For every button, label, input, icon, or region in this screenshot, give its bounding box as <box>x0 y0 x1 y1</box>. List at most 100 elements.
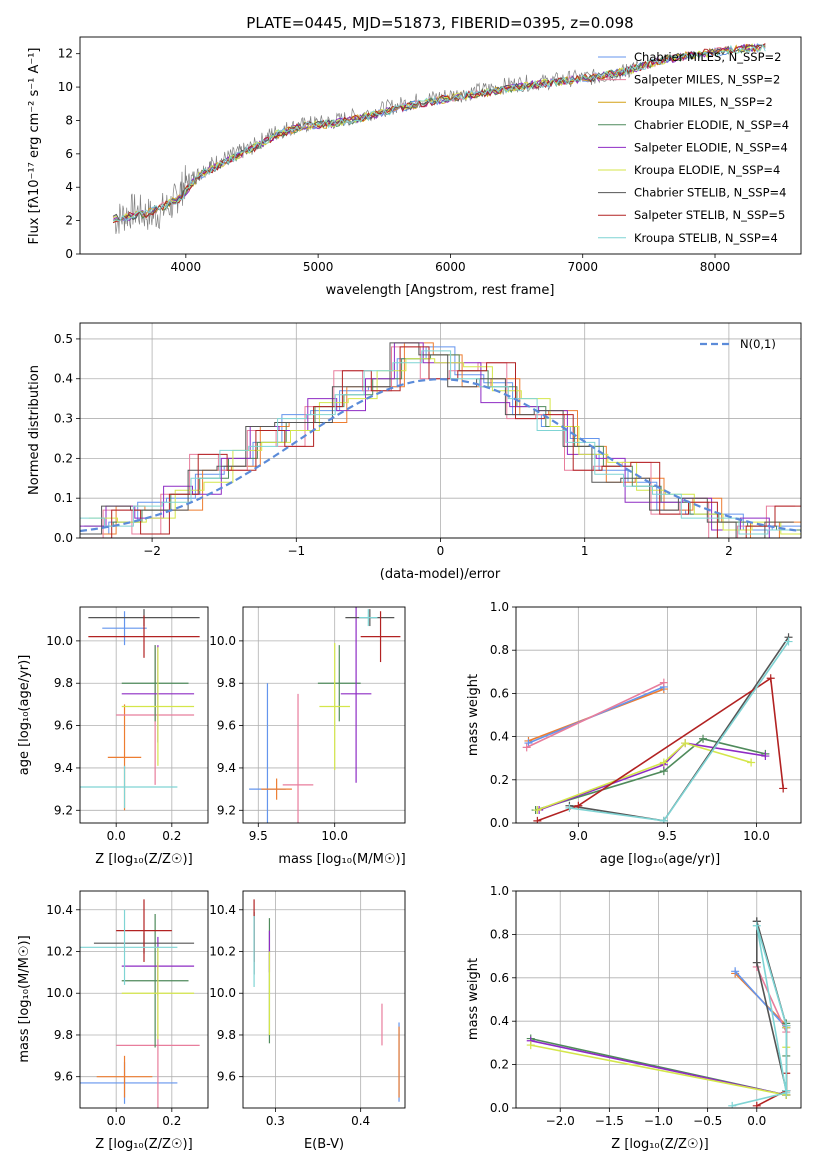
y-tick-label: 6 <box>65 147 73 161</box>
y-tick-label: 9.8 <box>217 676 236 690</box>
mass-weight-marker <box>533 806 542 815</box>
mass-weight-marker <box>782 1021 791 1030</box>
x-tick-label: 0.0 <box>747 1114 766 1128</box>
y-tick-label: 9.6 <box>217 719 236 733</box>
x-tick-label: 2 <box>725 544 733 558</box>
y-tick-label: 0.0 <box>54 531 73 545</box>
mass-weight-marker <box>747 758 756 767</box>
z-weight-xlabel: Z [log₁₀(Z/Z☉)] <box>611 1137 708 1152</box>
y-tick-label: 10.4 <box>209 903 236 917</box>
x-tick-label: 9.5 <box>658 829 677 843</box>
y-tick-label: 0.8 <box>490 927 509 941</box>
x-tick-label: 10.0 <box>743 829 770 843</box>
x-tick-label: 5000 <box>303 260 334 274</box>
spectrum-title: PLATE=0445, MJD=51873, FIBERID=0395, z=0… <box>246 14 633 32</box>
z-weight-frame <box>515 890 802 1109</box>
x-tick-label: 4000 <box>171 260 202 274</box>
x-tick-label: 7000 <box>567 260 598 274</box>
mass-weight-marker <box>782 1086 791 1095</box>
mass-weight-line <box>537 742 752 811</box>
y-tick-label: 0.6 <box>490 971 509 985</box>
mass-weight-marker <box>728 1101 737 1108</box>
mass-weight-marker <box>784 637 793 646</box>
x-tick-label: 9.5 <box>249 829 268 843</box>
z-weight-plot <box>526 917 791 1108</box>
spectrum-axes <box>76 53 716 258</box>
mass-weight-line <box>734 970 787 1029</box>
age-weight-plot <box>522 633 793 823</box>
y-tick-label: 0.2 <box>490 773 509 787</box>
y-tick-label: 9.6 <box>54 1070 73 1084</box>
mass-age-plot <box>249 607 401 823</box>
ebv-mass-frame <box>242 890 406 1109</box>
z-age-ylabel: age [log₁₀(age/yr)] <box>17 655 32 776</box>
y-tick-label: 9.2 <box>54 803 73 817</box>
y-tick-label: 0.0 <box>490 1101 509 1115</box>
observed-spectrum <box>114 60 638 234</box>
legend-entry: Chabrier STELIB, N_SSP=4 <box>634 186 786 200</box>
mass-weight-marker <box>659 678 668 687</box>
x-tick-label: −1.5 <box>595 1114 624 1128</box>
mass-weight-marker <box>766 674 775 683</box>
z-mass-plot <box>80 899 200 1108</box>
z-age-plot <box>80 609 200 811</box>
residual-axes <box>76 323 801 542</box>
residual-frame <box>79 322 802 539</box>
residual-histogram <box>88 358 801 535</box>
mass-age-xlabel: mass [log₁₀(M/M☉)] <box>278 852 405 867</box>
x-tick-label: −1.0 <box>644 1114 673 1128</box>
ebv-mass-axes <box>239 891 405 1112</box>
legend-entry: Salpeter MILES, N_SSP=2 <box>634 73 780 87</box>
spectrum-plot <box>112 43 766 234</box>
legend-entry: Kroupa STELIB, N_SSP=4 <box>634 231 778 245</box>
y-tick-label: 9.8 <box>217 1028 236 1042</box>
normal-curve <box>80 378 801 533</box>
residual-histogram <box>84 354 801 531</box>
mass-weight-line <box>569 636 790 822</box>
y-tick-label: 9.8 <box>54 1028 73 1042</box>
y-tick-label: 8 <box>65 113 73 127</box>
y-tick-label: 9.8 <box>54 676 73 690</box>
x-tick-label: −2.0 <box>546 1114 575 1128</box>
residual-histogram <box>82 346 801 538</box>
mass-weight-marker <box>761 752 770 761</box>
y-tick-label: 1.0 <box>490 884 509 898</box>
y-tick-label: 9.4 <box>54 761 73 775</box>
spectrum-frame <box>79 36 802 255</box>
y-tick-label: 0.4 <box>490 1014 509 1028</box>
x-tick-label: 10.0 <box>321 829 348 843</box>
x-tick-label: 0.0 <box>107 829 126 843</box>
legend-entry: Kroupa MILES, N_SSP=2 <box>634 95 773 109</box>
x-tick-label: 1 <box>581 544 589 558</box>
x-tick-label: 0 <box>437 544 445 558</box>
y-tick-label: 10.0 <box>46 986 73 1000</box>
z-age-frame <box>79 606 209 824</box>
mass-weight-marker <box>752 921 761 930</box>
x-tick-label: 0.0 <box>107 1114 126 1128</box>
legend-entry: Chabrier MILES, N_SSP=2 <box>634 50 781 64</box>
mass-weight-marker <box>681 739 690 748</box>
y-tick-label: 10 <box>58 80 73 94</box>
y-tick-label: 10.2 <box>209 945 236 959</box>
y-tick-label: 4 <box>65 180 73 194</box>
legend-entry: Salpeter ELODIE, N_SSP=4 <box>634 140 788 154</box>
z-weight-ylabel: mass weight <box>466 958 481 1040</box>
x-tick-label: 0.2 <box>162 1114 181 1128</box>
legend-entry: N(0,1) <box>740 337 776 351</box>
y-tick-label: 0.4 <box>490 730 509 744</box>
spectrum-ylabel: Flux [fλ10⁻¹⁷ erg cm⁻² s⁻¹ A⁻¹] <box>27 48 42 245</box>
age-weight-ylabel: mass weight <box>466 674 481 756</box>
y-tick-label: 0.0 <box>490 816 509 830</box>
ebv-xlabel: E(B-V) <box>304 1137 344 1152</box>
y-tick-label: 0.2 <box>490 1058 509 1072</box>
mass-weight-marker <box>533 816 542 823</box>
mass-weight-marker <box>731 967 740 976</box>
mass-weight-line <box>538 742 766 811</box>
residual-ylabel: Normed distribution <box>27 365 42 495</box>
y-tick-label: 9.6 <box>217 1070 236 1084</box>
mass-weight-marker <box>752 1101 761 1108</box>
mass-weight-marker <box>659 758 668 767</box>
y-tick-label: 10.0 <box>209 986 236 1000</box>
mass-weight-line <box>526 681 665 749</box>
